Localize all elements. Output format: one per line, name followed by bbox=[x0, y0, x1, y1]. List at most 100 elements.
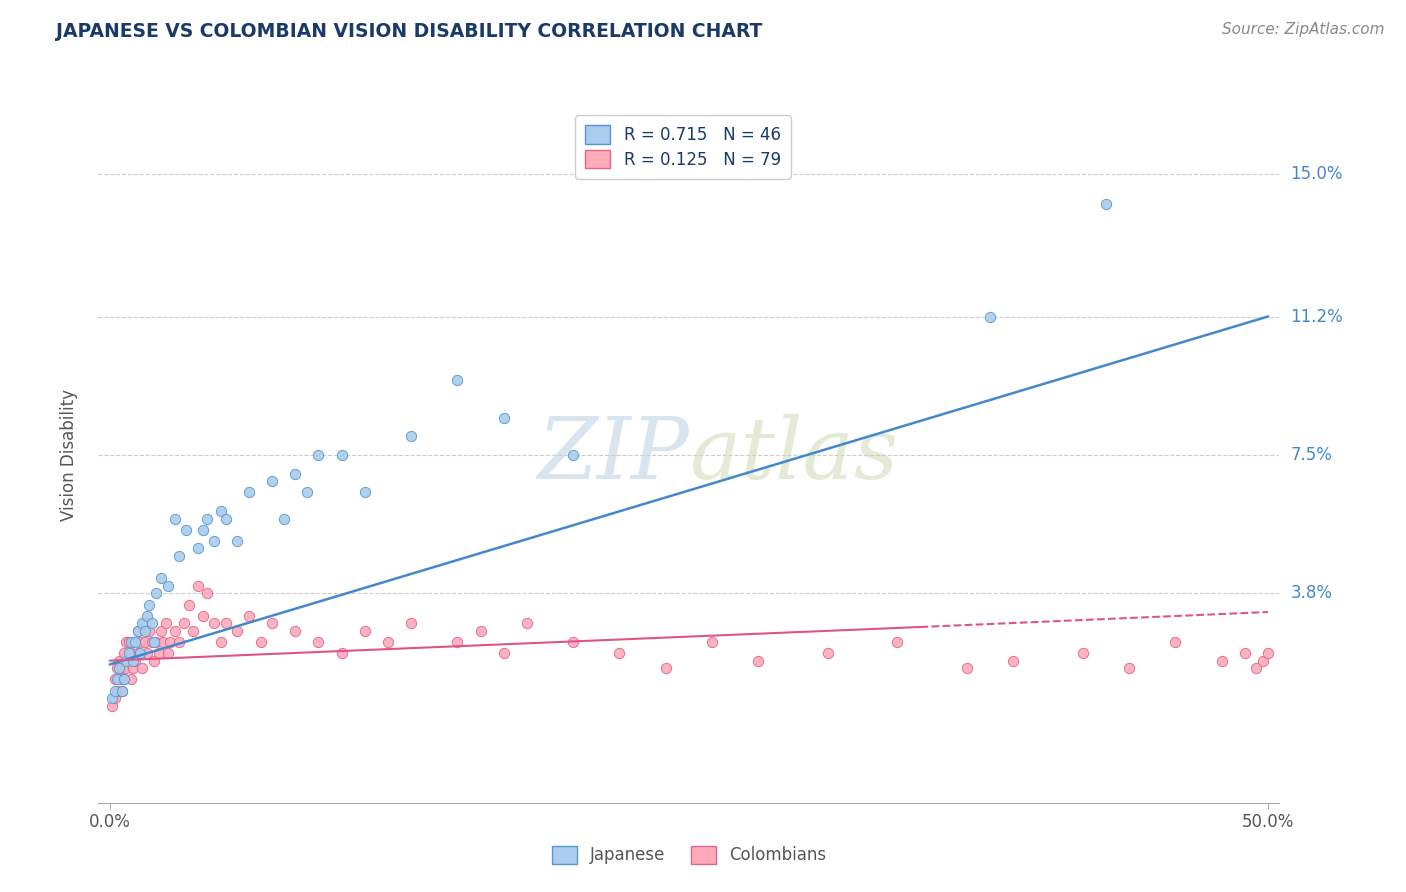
Point bbox=[195, 511, 218, 525]
Point bbox=[295, 485, 318, 500]
Point bbox=[163, 624, 186, 638]
Point bbox=[1002, 654, 1025, 668]
Point bbox=[202, 533, 225, 548]
Point bbox=[492, 410, 515, 425]
Point bbox=[104, 683, 127, 698]
Point bbox=[609, 646, 631, 660]
Point bbox=[138, 624, 160, 638]
Point bbox=[238, 608, 260, 623]
Point bbox=[307, 448, 329, 462]
Point bbox=[169, 635, 191, 649]
Point bbox=[143, 635, 166, 649]
Point bbox=[215, 616, 238, 631]
Point bbox=[655, 661, 678, 675]
Point bbox=[956, 661, 979, 675]
Point bbox=[127, 624, 149, 638]
Point bbox=[187, 579, 209, 593]
Point bbox=[112, 646, 135, 660]
Point bbox=[120, 673, 142, 687]
Point bbox=[112, 673, 135, 687]
Point bbox=[202, 616, 225, 631]
Point bbox=[1094, 197, 1116, 211]
Point bbox=[176, 523, 198, 537]
Point bbox=[108, 661, 131, 675]
Text: JAPANESE VS COLOMBIAN VISION DISABILITY CORRELATION CHART: JAPANESE VS COLOMBIAN VISION DISABILITY … bbox=[56, 22, 762, 41]
Point bbox=[122, 661, 145, 675]
Point bbox=[145, 635, 167, 649]
Point bbox=[1071, 646, 1094, 660]
Point bbox=[152, 635, 174, 649]
Point bbox=[700, 635, 723, 649]
Point bbox=[1257, 646, 1279, 660]
Point bbox=[136, 608, 159, 623]
Point bbox=[108, 654, 131, 668]
Point bbox=[134, 616, 156, 631]
Point bbox=[1251, 654, 1274, 668]
Point bbox=[399, 616, 422, 631]
Point bbox=[377, 635, 399, 649]
Point bbox=[117, 654, 139, 668]
Point bbox=[226, 533, 249, 548]
Point bbox=[127, 624, 149, 638]
Y-axis label: Vision Disability: Vision Disability bbox=[59, 389, 77, 521]
Text: 11.2%: 11.2% bbox=[1291, 308, 1343, 326]
Point bbox=[284, 467, 307, 481]
Point bbox=[124, 654, 146, 668]
Point bbox=[110, 661, 132, 675]
Point bbox=[1211, 654, 1233, 668]
Point bbox=[177, 598, 200, 612]
Point bbox=[446, 635, 468, 649]
Point bbox=[307, 635, 329, 649]
Point bbox=[101, 691, 124, 706]
Point bbox=[149, 624, 172, 638]
Point bbox=[163, 511, 186, 525]
Point bbox=[122, 654, 145, 668]
Point bbox=[134, 635, 156, 649]
Point bbox=[120, 646, 142, 660]
Point bbox=[129, 635, 152, 649]
Point bbox=[562, 448, 585, 462]
Point bbox=[173, 616, 195, 631]
Point bbox=[136, 646, 159, 660]
Point bbox=[399, 429, 422, 443]
Point bbox=[127, 646, 149, 660]
Point bbox=[104, 691, 127, 706]
Point bbox=[101, 698, 124, 713]
Point bbox=[141, 616, 163, 631]
Point bbox=[330, 448, 353, 462]
Point bbox=[516, 616, 538, 631]
Point bbox=[446, 373, 468, 387]
Point bbox=[131, 616, 153, 631]
Point bbox=[195, 586, 218, 600]
Point bbox=[238, 485, 260, 500]
Point bbox=[115, 661, 138, 675]
Point bbox=[149, 571, 172, 585]
Point bbox=[131, 661, 153, 675]
Point bbox=[284, 624, 307, 638]
Point bbox=[117, 635, 139, 649]
Point bbox=[1233, 646, 1256, 660]
Text: Source: ZipAtlas.com: Source: ZipAtlas.com bbox=[1222, 22, 1385, 37]
Point bbox=[191, 608, 214, 623]
Point bbox=[120, 635, 142, 649]
Point bbox=[145, 586, 167, 600]
Point bbox=[143, 654, 166, 668]
Point bbox=[108, 673, 131, 687]
Point bbox=[979, 310, 1001, 324]
Point bbox=[191, 523, 214, 537]
Point bbox=[124, 635, 146, 649]
Point bbox=[155, 616, 177, 631]
Point bbox=[249, 635, 271, 649]
Point bbox=[492, 646, 515, 660]
Point bbox=[817, 646, 839, 660]
Point bbox=[112, 673, 135, 687]
Point bbox=[156, 579, 179, 593]
Point bbox=[156, 646, 179, 660]
Point bbox=[215, 511, 238, 525]
Point bbox=[105, 683, 128, 698]
Point bbox=[134, 624, 156, 638]
Point bbox=[169, 549, 191, 563]
Point bbox=[886, 635, 908, 649]
Point bbox=[562, 635, 585, 649]
Point bbox=[105, 673, 128, 687]
